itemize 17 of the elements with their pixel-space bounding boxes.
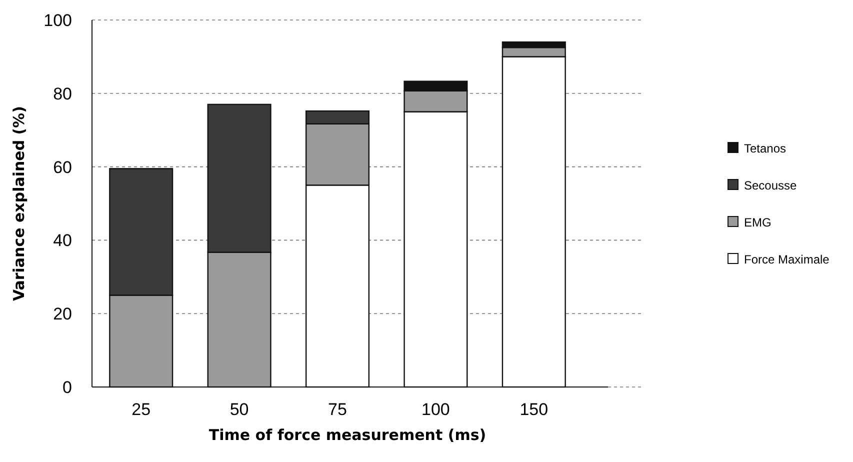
legend-label: Tetanos: [744, 142, 786, 156]
y-tick-label: 100: [44, 10, 72, 30]
legend-label: EMG: [744, 216, 772, 230]
x-tick-label: 50: [230, 400, 249, 419]
y-tick-label: 20: [53, 304, 72, 324]
y-axis-title: Variance explained (%): [10, 106, 28, 302]
y-tick-label: 0: [62, 378, 72, 397]
x-tick-label: 150: [520, 400, 548, 419]
y-tick-label: 60: [53, 158, 72, 177]
x-tick-label: 25: [132, 400, 151, 419]
y-tick-label: 80: [53, 84, 72, 104]
legend-label: Secousse: [744, 178, 798, 193]
x-tick-label: 100: [422, 400, 450, 419]
legend-label: Force Maximale: [744, 252, 830, 267]
x-axis-title: Time of force measurement (ms): [208, 426, 486, 444]
x-tick-label: 75: [328, 400, 347, 419]
y-tick-label: 40: [53, 231, 72, 250]
